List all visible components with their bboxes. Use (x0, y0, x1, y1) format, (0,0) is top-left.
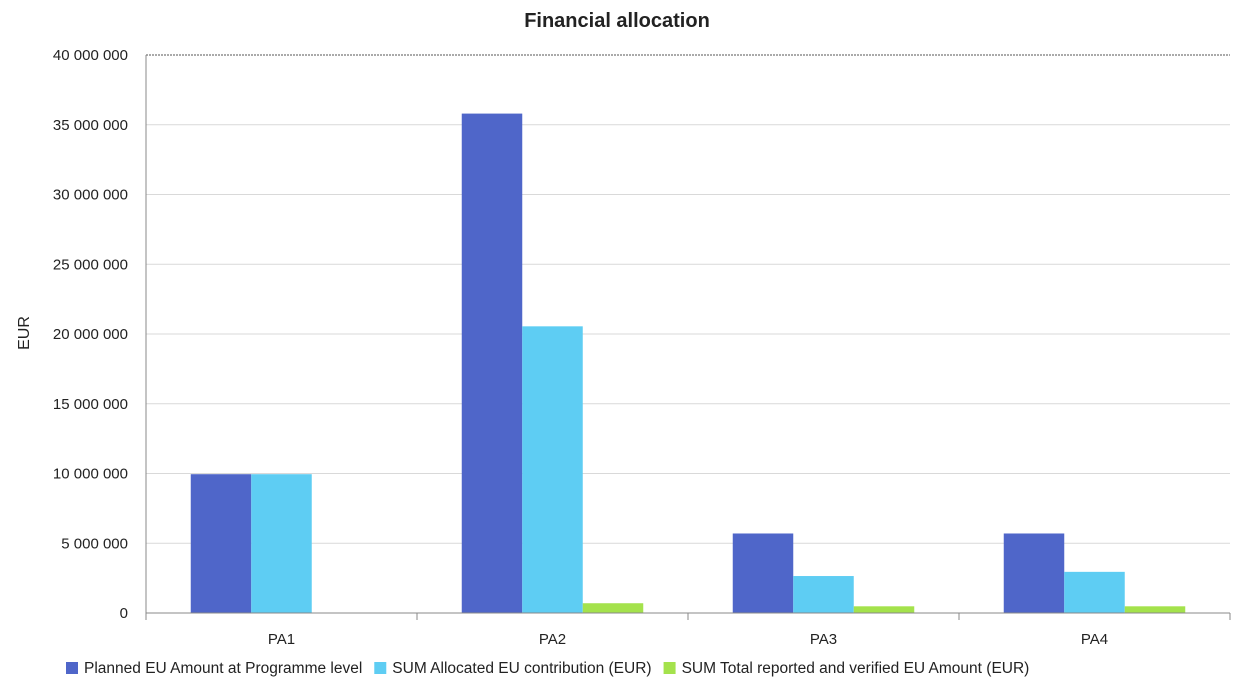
bar-pa1-series-1 (190, 474, 252, 613)
y-tick-label: 20 000 000 (53, 326, 128, 343)
bar-pa2-series-1 (461, 113, 523, 613)
bar-pa2-series-2 (522, 326, 583, 613)
bar-pa2-series-3 (582, 603, 644, 613)
y-tick-label: 15 000 000 (53, 396, 128, 413)
legend-swatch-3 (663, 662, 676, 674)
y-tick-label: 25 000 000 (53, 256, 128, 273)
legend-label-3: SUM Total reported and verified EU Amoun… (682, 660, 1030, 677)
bar-pa3-series-3 (853, 606, 915, 613)
x-tick-label: PA4 (1081, 631, 1108, 648)
x-tick-label: PA2 (539, 631, 566, 648)
legend: Planned EU Amount at Programme level SUM … (66, 660, 1029, 677)
bar-pa4-series-3 (1124, 606, 1186, 613)
legend-swatch-2 (374, 662, 387, 674)
bar-pa3-series-1 (732, 533, 794, 613)
legend-swatch-1 (66, 662, 78, 674)
bar-pa4-series-2 (1064, 571, 1125, 613)
y-tick-label: 10 000 000 (53, 466, 128, 483)
bar-pa3-series-2 (793, 576, 854, 613)
gridlines (146, 54, 1230, 544)
x-tick-label: PA1 (268, 631, 295, 648)
legend-label-1: Planned EU Amount at Programme level (84, 660, 362, 677)
y-tick-label: 5 000 000 (61, 535, 128, 552)
legend-label-2: SUM Allocated EU contribution (EUR) (392, 660, 651, 677)
y-axis-title: EUR (16, 316, 33, 350)
bar-pa1-series-2 (251, 474, 312, 613)
y-tick-label: 0 (120, 605, 128, 622)
y-tick-label: 40 000 000 (53, 47, 128, 64)
chart-title: Financial allocation (524, 10, 710, 32)
x-tick-label: PA3 (810, 631, 837, 648)
y-tick-label: 35 000 000 (53, 117, 128, 134)
y-tick-label: 30 000 000 (53, 187, 128, 204)
bars (190, 113, 1186, 613)
bar-pa4-series-1 (1003, 533, 1065, 613)
axes: 0 5 000 000 10 000 000 15 000 000 20 000 000… (53, 47, 1231, 648)
